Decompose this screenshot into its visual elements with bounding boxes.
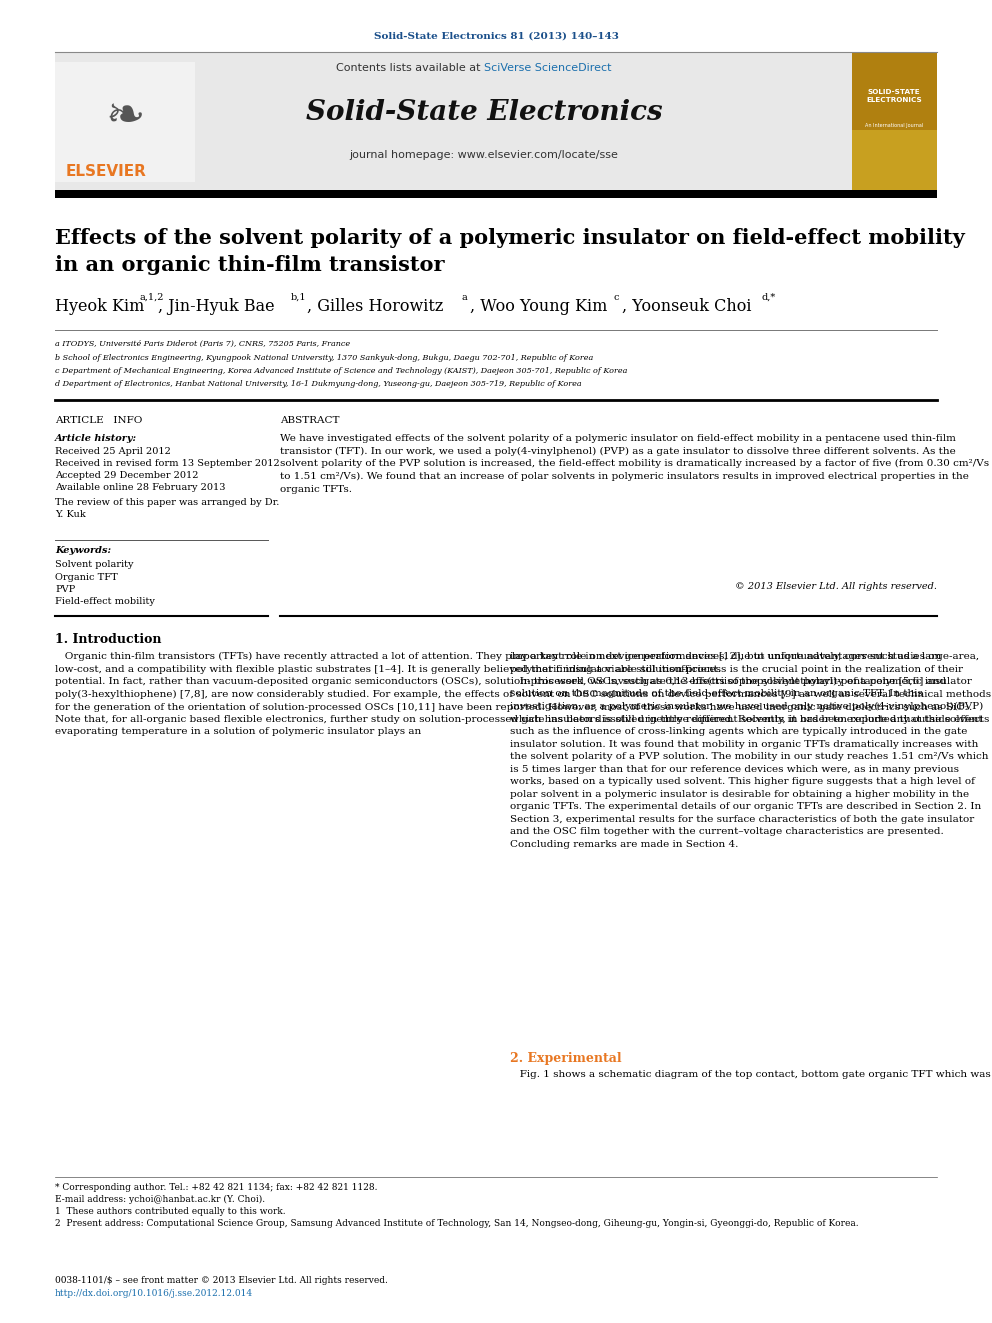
Text: * Corresponding author. Tel.: +82 42 821 1134; fax: +82 42 821 1128.: * Corresponding author. Tel.: +82 42 821… — [55, 1183, 378, 1192]
Bar — [55, 53, 937, 191]
Text: Contents lists available at: Contents lists available at — [336, 64, 484, 73]
Text: ARTICLE   INFO: ARTICLE INFO — [55, 415, 143, 425]
Text: 2. Experimental: 2. Experimental — [510, 1052, 622, 1065]
Bar — [852, 53, 937, 191]
Text: SciVerse ScienceDirect: SciVerse ScienceDirect — [484, 64, 611, 73]
Text: Article history:: Article history: — [55, 434, 137, 443]
Text: The review of this paper was arranged by Dr.
Y. Kuk: The review of this paper was arranged by… — [55, 497, 280, 519]
Text: Fig. 1 shows a schematic diagram of the top contact, bottom gate organic TFT whi: Fig. 1 shows a schematic diagram of the … — [510, 1070, 992, 1080]
Bar — [55, 191, 937, 198]
Text: Hyeok Kim: Hyeok Kim — [55, 298, 145, 315]
Text: , Jin-Hyuk Bae: , Jin-Hyuk Bae — [158, 298, 275, 315]
Text: a ITODYS, Université Paris Diderot (Paris 7), CNRS, 75205 Paris, France: a ITODYS, Université Paris Diderot (Pari… — [55, 340, 350, 348]
Text: , Yoonseuk Choi: , Yoonseuk Choi — [622, 298, 752, 315]
Text: a: a — [462, 292, 468, 302]
Text: c: c — [614, 292, 619, 302]
Text: Received 25 April 2012: Received 25 April 2012 — [55, 447, 171, 456]
Text: , Woo Young Kim: , Woo Young Kim — [470, 298, 607, 315]
Text: An International Journal: An International Journal — [865, 123, 924, 128]
Text: , Gilles Horowitz: , Gilles Horowitz — [307, 298, 443, 315]
Text: Accepted 29 December 2012: Accepted 29 December 2012 — [55, 471, 198, 480]
Text: b,1: b,1 — [291, 292, 307, 302]
Text: a,1,2: a,1,2 — [140, 292, 165, 302]
Text: journal homepage: www.elsevier.com/locate/sse: journal homepage: www.elsevier.com/locat… — [349, 149, 618, 160]
Text: We have investigated effects of the solvent polarity of a polymeric insulator on: We have investigated effects of the solv… — [280, 434, 989, 493]
Text: in an organic thin-film transistor: in an organic thin-film transistor — [55, 255, 444, 275]
Text: ❧: ❧ — [105, 95, 145, 140]
Text: b School of Electronics Engineering, Kyungpook National University, 1370 Sankyuk: b School of Electronics Engineering, Kyu… — [55, 353, 593, 361]
Text: Solid-State Electronics: Solid-State Electronics — [306, 98, 663, 126]
Text: Received in revised form 13 September 2012: Received in revised form 13 September 20… — [55, 459, 280, 468]
Text: c Department of Mechanical Engineering, Korea Advanced Institute of Science and : c Department of Mechanical Engineering, … — [55, 366, 627, 374]
Text: Organic thin-film transistors (TFTs) have recently attracted a lot of attention.: Organic thin-film transistors (TFTs) hav… — [55, 652, 991, 737]
Text: important role on device performances [12], but unfortunately, current studies o: important role on device performances [1… — [510, 652, 989, 848]
Bar — [55, 62, 195, 183]
Text: Organic TFT: Organic TFT — [55, 573, 118, 582]
Text: Effects of the solvent polarity of a polymeric insulator on field-effect mobilit: Effects of the solvent polarity of a pol… — [55, 228, 965, 247]
Text: PVP: PVP — [55, 585, 75, 594]
Text: 1  These authors contributed equally to this work.: 1 These authors contributed equally to t… — [55, 1207, 286, 1216]
Text: Solvent polarity: Solvent polarity — [55, 560, 134, 569]
Text: Field-effect mobility: Field-effect mobility — [55, 598, 155, 606]
Text: Solid-State Electronics 81 (2013) 140–143: Solid-State Electronics 81 (2013) 140–14… — [374, 32, 618, 41]
Text: d,*: d,* — [762, 292, 777, 302]
Text: E-mail address: ychoi@hanbat.ac.kr (Y. Choi).: E-mail address: ychoi@hanbat.ac.kr (Y. C… — [55, 1195, 265, 1204]
Text: Keywords:: Keywords: — [55, 546, 111, 556]
Text: 0038-1101/$ – see front matter © 2013 Elsevier Ltd. All rights reserved.: 0038-1101/$ – see front matter © 2013 El… — [55, 1275, 388, 1285]
Text: ABSTRACT: ABSTRACT — [280, 415, 339, 425]
Text: 1. Introduction: 1. Introduction — [55, 632, 162, 646]
Text: 2  Present address: Computational Science Group, Samsung Advanced Institute of T: 2 Present address: Computational Science… — [55, 1218, 859, 1228]
Text: Available online 28 February 2013: Available online 28 February 2013 — [55, 483, 225, 492]
Bar — [852, 53, 937, 130]
Text: © 2013 Elsevier Ltd. All rights reserved.: © 2013 Elsevier Ltd. All rights reserved… — [735, 582, 937, 591]
Text: ELSEVIER: ELSEVIER — [65, 164, 147, 180]
Text: http://dx.doi.org/10.1016/j.sse.2012.12.014: http://dx.doi.org/10.1016/j.sse.2012.12.… — [55, 1289, 253, 1298]
Text: SOLID-STATE
ELECTRONICS: SOLID-STATE ELECTRONICS — [866, 89, 922, 103]
Text: d Department of Electronics, Hanbat National University, 16-1 Dukmyung-dong, Yus: d Department of Electronics, Hanbat Nati… — [55, 381, 581, 389]
